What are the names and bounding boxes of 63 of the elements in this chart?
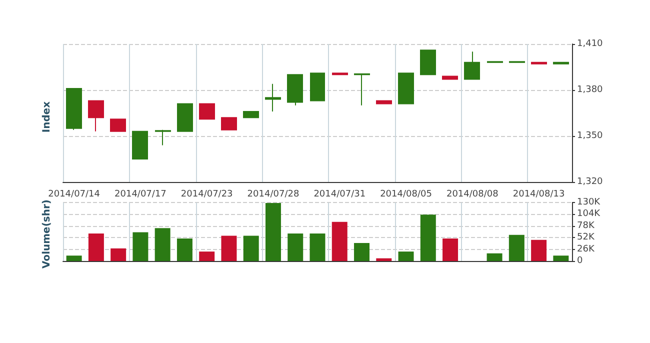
candlestick [354,73,370,106]
y-tick-label: 26K [577,244,596,254]
x-tick-label: 2014/07/28 [247,190,300,200]
bar [354,243,370,261]
x-tick-label: 2014/07/31 [314,190,366,200]
candlestick [531,62,547,64]
x-tick-label: 2014/07/17 [114,190,166,200]
y-tick-label: 104K [577,209,602,220]
y-tick-label: 52K [577,232,596,243]
candlestick [155,129,171,146]
bar [66,256,82,261]
x-tick-label: 2014/08/13 [512,190,565,200]
candlestick [177,103,193,132]
x-tick-label: 2014/07/14 [48,190,100,200]
y-tick-label: 130K [577,198,602,208]
bar [221,236,237,261]
bar [398,252,414,261]
candlestick [221,117,237,130]
candlestick [287,74,303,106]
bar [508,234,524,261]
bar [110,248,126,261]
bar [376,258,392,261]
bar [199,252,215,261]
y-axis-title: Volume(shr) [42,200,52,268]
candlestick [265,83,281,112]
y-tick-label: 1,320 [577,177,604,187]
candlestick [332,72,348,76]
x-tick-label: 2014/08/05 [380,190,432,200]
x-tick-label: 2014/08/08 [446,190,499,200]
candlestick [310,72,325,102]
y-axis-title: Index [42,100,52,133]
candlestick [464,51,480,80]
bar [265,202,281,261]
candlestick [420,50,436,76]
bar [176,238,192,261]
bar [310,234,326,261]
candlestick [88,100,104,132]
candlestick [66,88,82,130]
bar [88,234,104,261]
candlestick [398,72,414,104]
bar [132,232,148,261]
candlestick [199,103,215,120]
bar [243,236,259,261]
bar [553,256,569,261]
y-tick-label: 0 [577,256,583,266]
candlestick [376,100,392,104]
bar [288,234,304,261]
x-tick-label: 2014/07/23 [180,190,233,200]
candlestick [132,130,148,160]
y-tick-label: 1,350 [577,131,604,141]
bar [486,253,502,261]
candlestick [243,110,259,118]
candlestick [553,62,569,64]
y-tick-label: 1,410 [577,39,604,49]
candlestick [110,118,126,132]
y-tick-label: 78K [577,220,596,231]
candlestick [442,76,458,80]
bar [442,238,458,261]
bar [154,228,170,261]
bar [531,240,547,261]
bar [332,222,348,261]
y-tick-label: 1,380 [577,85,604,95]
bar [420,214,436,261]
